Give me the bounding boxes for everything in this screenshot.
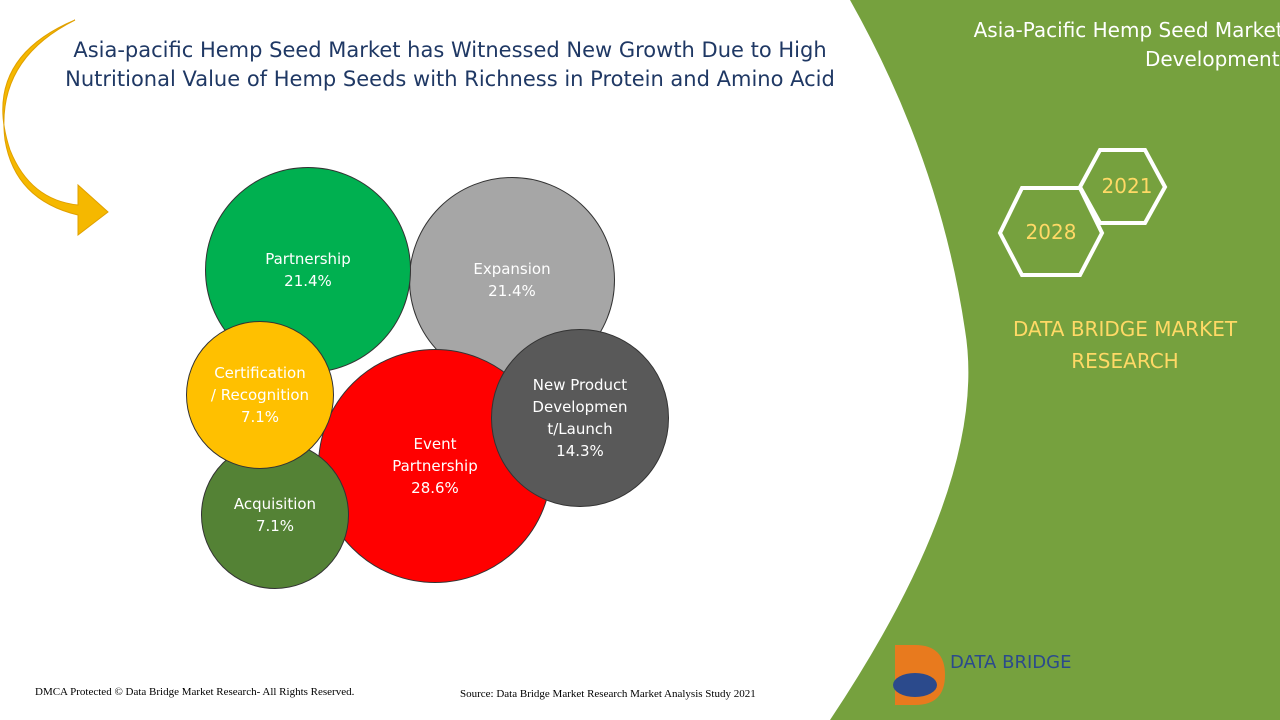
source: Source: Data Bridge Market Research Mark… (460, 688, 756, 700)
bubble-label: Event Partnership (392, 434, 478, 475)
bubble: Certification / Recognition 7.1% (185, 320, 335, 470)
bubble-label: New Product Development/Launch (532, 375, 628, 438)
value-label: 7.1% (240, 407, 280, 426)
copyright: DMCA Protected © Data Bridge Market Rese… (35, 686, 355, 698)
bubble-label: Expansion (473, 259, 551, 278)
arrow (2, 19, 109, 237)
bubble-label: Partnership (265, 249, 351, 268)
chart-title: Asia-pacific Hemp Seed Market has Witnes… (65, 38, 835, 91)
year: 2021 (1101, 174, 1153, 198)
value-label: 14.3% (556, 441, 604, 460)
value-label: 7.1% (255, 516, 295, 535)
value-label: 21.4% (488, 281, 536, 300)
bubble-label: Certification / Recognition (210, 363, 310, 404)
green-panel (830, 0, 1280, 720)
hexagon (997, 186, 1105, 277)
brand: DATA BRIDGE MARKET RESEARCH (1012, 317, 1238, 373)
year: 2028 (1025, 220, 1077, 244)
bubble: Acquisition 7.1% (200, 440, 350, 590)
bubble-label: Acquisition (233, 494, 317, 513)
value-label: 21.4% (284, 271, 332, 290)
panel-title: Asia-Pacific Hemp Seed Market, Developme… (973, 18, 1280, 71)
logo-text: DATA BRIDGE (950, 652, 1072, 673)
logo-mark (893, 673, 937, 697)
bubble: New Product Development/Launch 14.3% (491, 329, 669, 507)
value-label: 28.6% (411, 478, 459, 497)
